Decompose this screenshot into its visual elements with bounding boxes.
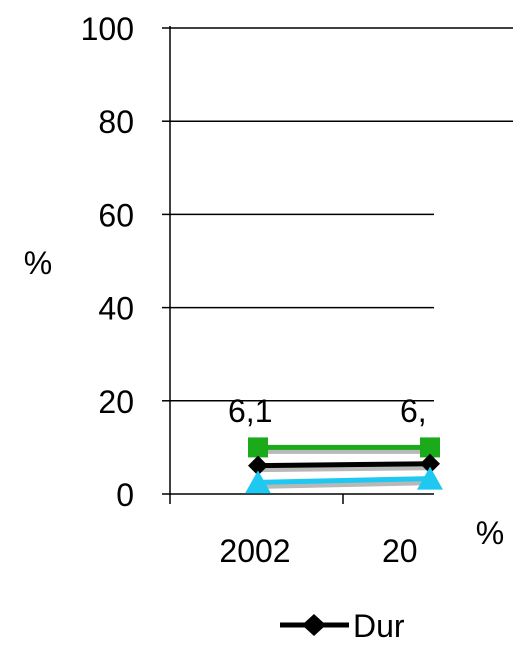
data-label: 6, [400,393,427,429]
y-tick-label: 20 [98,384,134,420]
data-point [248,437,268,458]
data-point [420,453,440,474]
data-point [420,437,440,458]
data-label: 6,1 [228,393,272,429]
legend-entry: Dur [353,608,405,641]
y-tick-label: 100 [81,11,134,47]
y-tick-label: 60 [98,197,134,233]
axes: 0 20 40 60 80 100%% 2002 20 [24,11,504,569]
series-line-shadow [259,465,433,473]
gridlines [170,27,513,402]
data-point [245,470,271,494]
y-axis-label: % [24,245,52,281]
y-tick-label: 40 [98,291,134,327]
series-line [257,461,431,469]
x-tick-label: 20 [382,533,418,569]
right-axis-label: % [476,515,504,551]
data-point [417,466,443,490]
series-line-shadow [259,480,433,489]
y-tick-label: 0 [116,477,134,513]
legend-marker [302,614,326,636]
series-line [257,476,431,485]
data-point [248,455,268,476]
x-tick-label: 2002 [219,533,290,569]
y-tick-label: 80 [98,104,134,140]
data-labels: 6,1 6, [228,393,427,429]
series-layer [245,437,443,494]
legend: Dur [280,608,405,644]
